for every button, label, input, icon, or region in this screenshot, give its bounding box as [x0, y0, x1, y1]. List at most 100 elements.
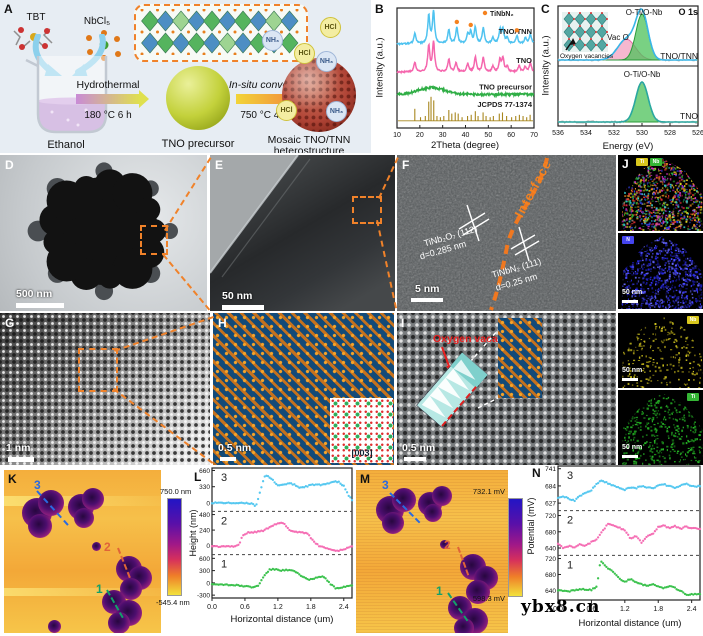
- height-profiles-plot: 0 330 660 3 0 240 480 2 -300 0 300 600 1 0.0 0.6 1.2 1.8…: [197, 467, 354, 611]
- svg-text:10: 10: [393, 132, 401, 139]
- element-chip-nb: Nb: [687, 316, 699, 324]
- atomic-model-inset: [003]: [330, 398, 393, 463]
- scalebar: [622, 300, 638, 303]
- svg-text:300: 300: [199, 568, 210, 575]
- svg-text:640: 640: [545, 546, 556, 553]
- scalebar: [411, 298, 443, 302]
- panel-label-a: A: [4, 2, 13, 16]
- potential-profiles-xlabel: Horizontal distance (um): [578, 618, 682, 629]
- reagent-tbt-label: TBT: [26, 12, 46, 23]
- panel-i-oxygen-vacancy-stem: I Oxygen vacancies 0.5 nm: [397, 313, 616, 465]
- element-chip-nb: Nb: [650, 158, 662, 166]
- xps-top-sample-label: TNO/TNN: [660, 51, 698, 61]
- svg-text:-300: -300: [197, 593, 210, 600]
- svg-text:0.0: 0.0: [553, 606, 563, 613]
- mosaic-heterostructure-sphere: [282, 58, 356, 132]
- eds-map-ti: Ti 50 nm: [618, 390, 703, 465]
- svg-text:2: 2: [221, 515, 227, 527]
- eds-map-n: N 50 nm: [618, 233, 703, 309]
- svg-text:20: 20: [416, 132, 424, 139]
- scalebar-label: 50 nm: [622, 367, 643, 374]
- svg-text:680: 680: [545, 529, 556, 536]
- potential-colorbar-min: 598.3 mV: [472, 594, 505, 603]
- scalebar: [8, 457, 34, 462]
- profile-3-label: 3: [382, 478, 389, 492]
- scalebar-label: 500 nm: [16, 288, 53, 300]
- beaker-icon: [25, 56, 108, 134]
- watermark: ybx8.cn: [521, 597, 601, 617]
- svg-text:1.8: 1.8: [653, 606, 663, 613]
- scalebar-label: 0.5 nm: [402, 442, 436, 454]
- zoom-region-box: [352, 196, 382, 224]
- svg-text:0.6: 0.6: [240, 604, 250, 611]
- svg-text:680: 680: [545, 572, 556, 579]
- svg-text:1.8: 1.8: [306, 604, 316, 611]
- panel-k-afm-height-map: K 3 2 1: [4, 470, 161, 633]
- panel-g-stem-lattice: G 1 nm: [0, 313, 210, 465]
- svg-text:720: 720: [545, 556, 556, 563]
- panel-label-b: B: [375, 2, 384, 16]
- potential-profiles-plot: 627 684 741 3 640 680 720 2 640 680 720 1 0.0 0.6 1.2 1…: [545, 465, 702, 613]
- svg-text:528: 528: [664, 130, 676, 137]
- pour-arrows-icon: [32, 34, 106, 76]
- svg-text:1.2: 1.2: [273, 604, 283, 611]
- panel-m-kpfm-map: M 3 2 1: [356, 470, 508, 633]
- svg-text:0: 0: [206, 500, 210, 507]
- scalebar-label: 5 nm: [415, 283, 440, 295]
- scalebar: [622, 378, 638, 381]
- height-profiles-xlabel: Horizontal distance (um): [230, 614, 334, 625]
- zoom-region-box: [140, 225, 168, 255]
- svg-text:684: 684: [545, 483, 556, 490]
- scalebar-label: 50 nm: [622, 444, 643, 451]
- svg-text:0.6: 0.6: [587, 606, 597, 613]
- panel-e-tem-rod: E 50 nm: [210, 155, 395, 311]
- panel-label-i: I: [401, 316, 405, 330]
- panel-label-h: H: [218, 316, 227, 330]
- profile-1-label: 1: [96, 582, 103, 596]
- nh3-molecule-badge: NH₃: [326, 101, 347, 122]
- svg-text:330: 330: [199, 484, 210, 491]
- profile-3-label: 3: [34, 478, 41, 492]
- intensity-profile-inset: [416, 352, 488, 428]
- panel-label-e: E: [215, 158, 224, 172]
- solvent-label: Ethanol: [47, 139, 85, 151]
- panel-c-xps: C Intensity (a.u.) 536 534 532 530 528 526 Ox…: [540, 0, 703, 153]
- svg-text:30: 30: [439, 132, 447, 139]
- svg-text:600: 600: [199, 556, 210, 563]
- height-streak: [4, 588, 161, 596]
- xps-region-label: O 1s: [678, 7, 698, 17]
- panel-f-hrtem-interface: F Interface TiNb₂O₇ (112) d=0.285 nm TiN…: [397, 155, 616, 311]
- svg-text:40: 40: [462, 132, 470, 139]
- oxygen-vacancy-crystal-inset: [562, 12, 608, 52]
- svg-text:536: 536: [552, 130, 564, 137]
- profile-1-label: 1: [436, 584, 443, 598]
- panel-a-synthesis-schematic: A TBT NbCl₅: [0, 0, 371, 153]
- svg-text:TNO precursor: TNO precursor: [479, 82, 532, 91]
- svg-text:60: 60: [507, 132, 515, 139]
- xps-top-peak1-label: O-Ti/O-Nb: [625, 8, 663, 17]
- svg-text:2.4: 2.4: [339, 604, 349, 611]
- panel-l-height-profiles: L Height (nm) 0 330 660 3 0 240 480 2 -300 0 300 60…: [186, 462, 358, 636]
- scalebar: [404, 457, 426, 461]
- svg-text:534: 534: [580, 130, 592, 137]
- scalebar: [220, 457, 236, 461]
- panel-label-d: D: [5, 158, 14, 172]
- svg-text:0.0: 0.0: [207, 604, 217, 611]
- xps-xlabel: Energy (eV): [602, 141, 654, 152]
- scalebar-label: 50 nm: [622, 289, 643, 296]
- svg-text:TNO: TNO: [516, 56, 532, 65]
- svg-text:50: 50: [484, 132, 492, 139]
- svg-text:TiNbN₂: TiNbN₂: [490, 11, 514, 18]
- profile-2-label: 2: [104, 540, 111, 554]
- panel-d-tem-sphere: D 500 nm: [0, 155, 207, 311]
- step2-condition: 750 °C 4 h: [240, 110, 288, 121]
- svg-text:2: 2: [567, 515, 573, 527]
- tem-rod-image: [210, 155, 395, 311]
- svg-text:JCPDS 77-1374: JCPDS 77-1374: [477, 100, 532, 109]
- step1-name: Hydrothermal: [76, 79, 140, 91]
- svg-text:3: 3: [221, 472, 227, 484]
- hcl-molecule-badge: HCl: [294, 43, 315, 64]
- scalebar: [622, 455, 638, 458]
- xps-inset-note: Oxygen vacancies: [560, 53, 614, 60]
- panel-label-c: C: [541, 2, 550, 16]
